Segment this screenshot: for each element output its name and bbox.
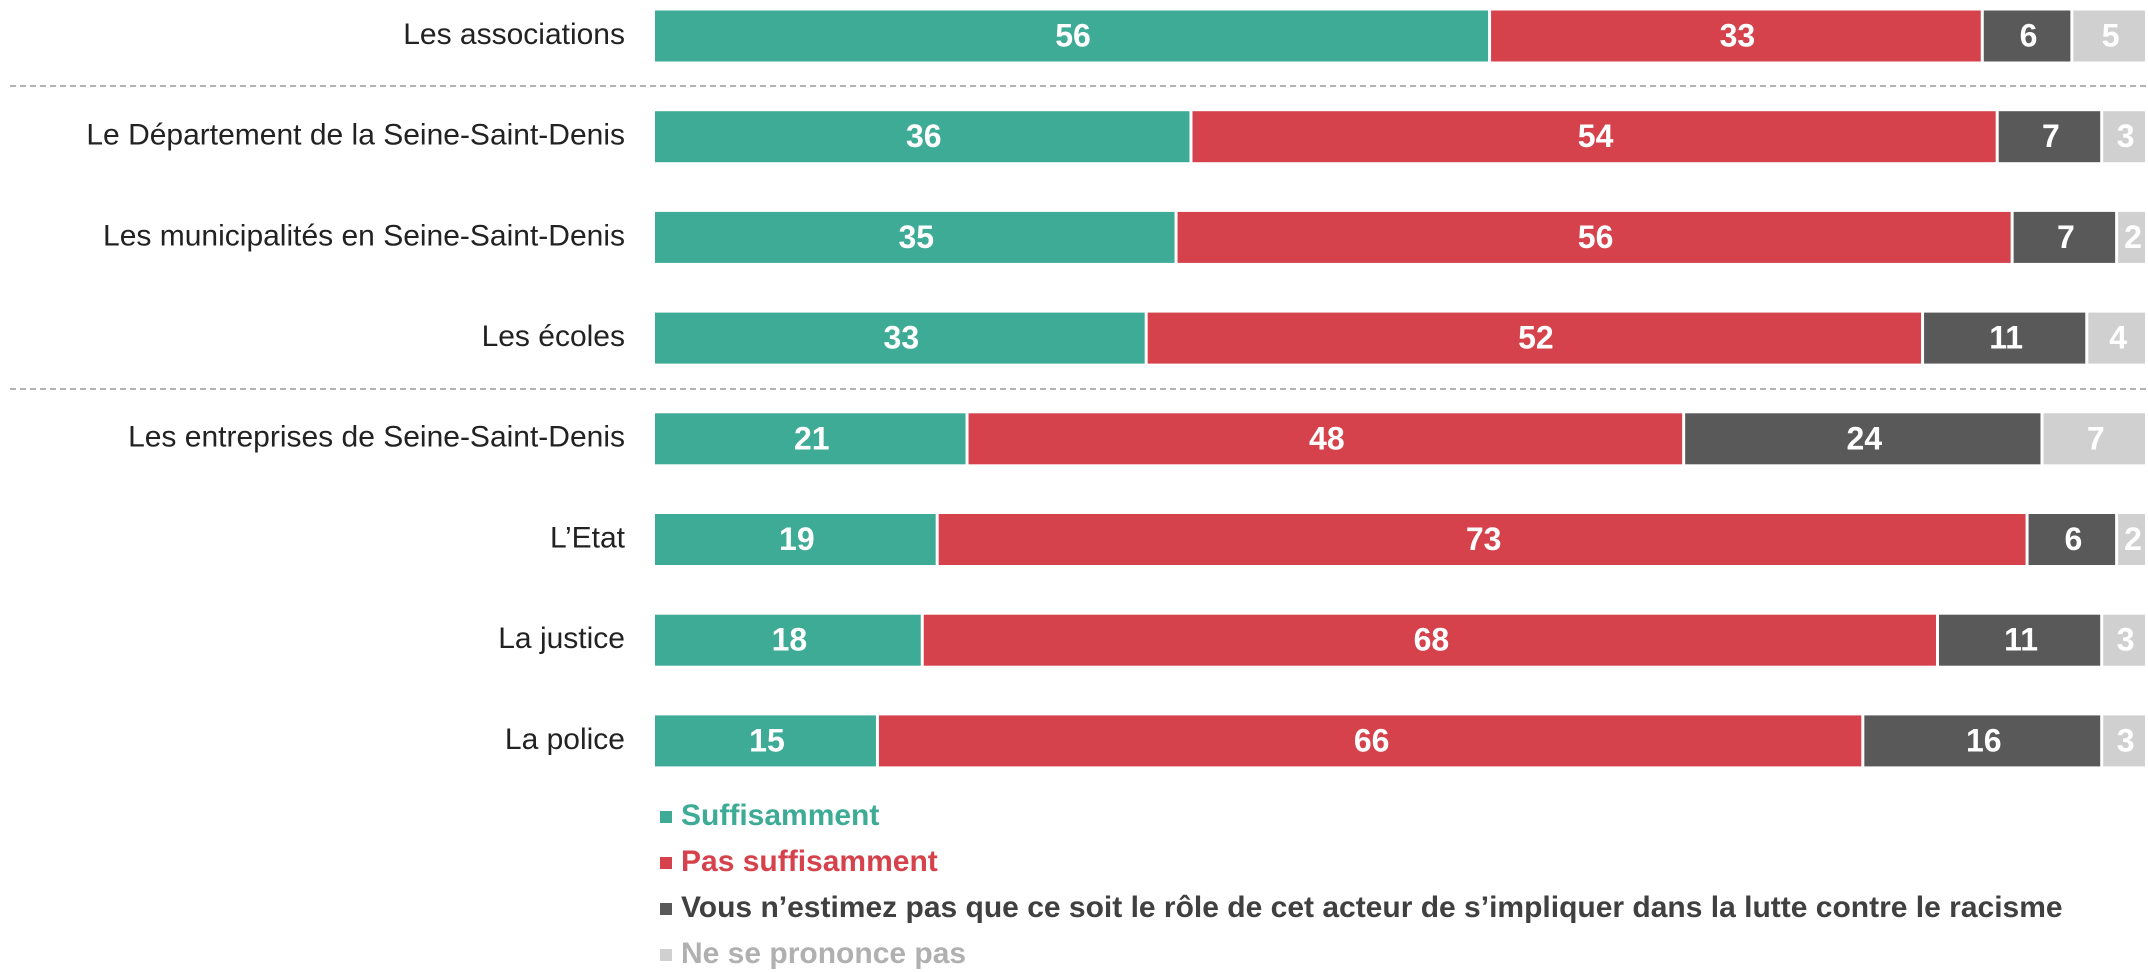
- value-label: 11: [2004, 622, 2038, 658]
- value-label: 35: [898, 219, 934, 255]
- bar-segment: [2103, 614, 2145, 666]
- legend-label: Ne se prononce pas: [681, 937, 966, 970]
- value-label: 33: [1720, 17, 1756, 53]
- value-label: 56: [1055, 17, 1091, 53]
- bar-segment: [2043, 413, 2145, 465]
- bar-segment: [655, 413, 966, 465]
- category-label: Les entreprises de Seine-Saint-Denis: [128, 421, 625, 454]
- bar-segment: [1685, 413, 2041, 465]
- legend-swatch: [660, 811, 672, 823]
- bar-segment: [2088, 312, 2145, 364]
- bar-segment: [2118, 514, 2145, 565]
- bar-segment: [968, 413, 1683, 465]
- value-label: 19: [779, 521, 815, 557]
- value-label: 2: [2124, 219, 2142, 255]
- value-label: 54: [1578, 118, 1614, 154]
- value-label: 11: [1989, 320, 2023, 356]
- value-label: 6: [2064, 521, 2082, 557]
- bar-segment: [1864, 715, 2101, 767]
- value-label: 7: [2057, 219, 2075, 255]
- value-label: 48: [1309, 420, 1345, 456]
- value-label: 18: [772, 622, 808, 658]
- value-label: 68: [1414, 622, 1450, 658]
- value-label: 36: [906, 118, 942, 154]
- category-label: Le Département de la Seine-Saint-Denis: [86, 119, 625, 152]
- value-label: 33: [884, 320, 920, 356]
- value-label: 3: [2117, 722, 2135, 758]
- legend-swatch: [660, 949, 672, 961]
- bar-segment: [655, 614, 921, 666]
- value-label: 66: [1354, 722, 1390, 758]
- bar-segment: [2013, 211, 2116, 263]
- category-label: La justice: [498, 622, 625, 655]
- value-label: 5: [2102, 17, 2120, 53]
- bar-segment: [655, 312, 1145, 364]
- value-label: 16: [1966, 722, 2002, 758]
- bar-segment: [1147, 312, 1922, 364]
- category-label: Les municipalités en Seine-Saint-Denis: [103, 219, 625, 252]
- bar-segment: [1983, 10, 2071, 62]
- legend-swatch: [660, 903, 672, 915]
- bar-segment: [2028, 514, 2116, 565]
- bar-segment: [1192, 111, 1996, 163]
- bar-segment: [1177, 211, 2011, 263]
- bar-segment: [2118, 211, 2145, 263]
- legend-label: Pas suffisamment: [681, 845, 938, 878]
- bar-segment: [923, 614, 1936, 666]
- category-label: Les associations: [403, 18, 625, 51]
- bar-segment: [878, 715, 1862, 767]
- bar-segment: [655, 211, 1175, 263]
- bar-segment: [2103, 111, 2145, 163]
- legend-swatch: [660, 857, 672, 869]
- value-label: 24: [1847, 420, 1883, 456]
- value-label: 52: [1518, 320, 1554, 356]
- value-label: 3: [2117, 622, 2135, 658]
- bar-segment: [655, 111, 1190, 163]
- bar-segment: [1924, 312, 2086, 364]
- value-label: 15: [749, 722, 785, 758]
- value-label: 56: [1578, 219, 1614, 255]
- value-label: 4: [2109, 320, 2127, 356]
- value-label: 7: [2087, 420, 2105, 456]
- bar-segment: [2073, 10, 2145, 62]
- bar-segment: [1998, 111, 2101, 163]
- category-label: Les écoles: [482, 320, 625, 353]
- bar-segment: [1491, 10, 1981, 62]
- legend-label: Suffisamment: [681, 799, 879, 832]
- value-label: 7: [2042, 118, 2060, 154]
- bar-segment: [655, 715, 876, 767]
- category-label: La police: [505, 723, 625, 756]
- value-label: 6: [2020, 17, 2038, 53]
- bar-segment: [1938, 614, 2101, 666]
- bar-segment: [655, 10, 1489, 62]
- bar-segment: [655, 514, 936, 565]
- legend-label: Vous n’estimez pas que ce soit le rôle d…: [681, 891, 2063, 924]
- value-label: 2: [2124, 521, 2142, 557]
- bar-segment: [938, 514, 2026, 565]
- category-label: L’Etat: [550, 521, 626, 554]
- value-label: 3: [2117, 118, 2135, 154]
- value-label: 21: [794, 420, 830, 456]
- value-label: 73: [1466, 521, 1502, 557]
- bar-segment: [2103, 715, 2145, 767]
